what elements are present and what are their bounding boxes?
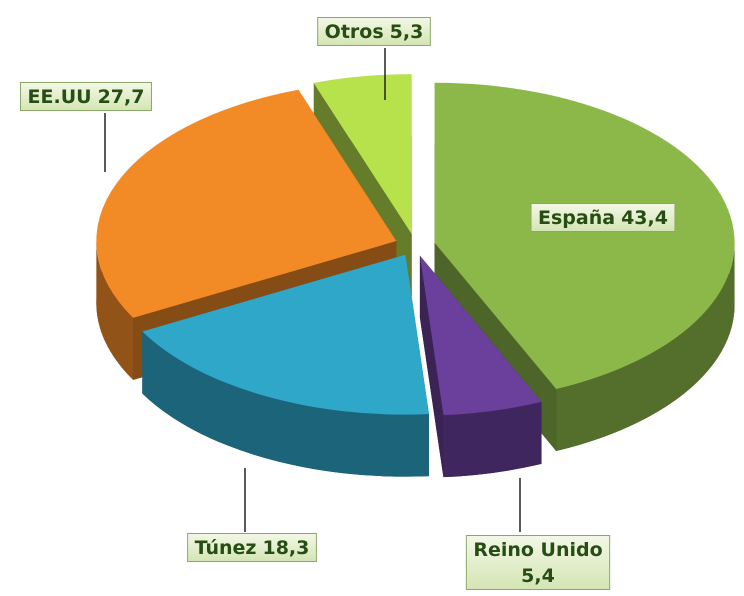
labels: España 43,4 Reino Unido 5,4 Túnez 18,3 EE.UU 27…	[20, 17, 676, 590]
slice-side	[556, 242, 735, 451]
data-label: Otros 5,3	[317, 17, 431, 46]
label-category: Otros	[325, 21, 384, 43]
slice	[434, 82, 735, 389]
slice	[96, 89, 397, 318]
label-category: Reino Unido	[473, 539, 602, 561]
label-text: Túnez 18,3	[195, 537, 310, 559]
label-value: 27,7	[98, 86, 145, 108]
slice-side	[96, 241, 134, 380]
label-text: España 43,4	[538, 207, 668, 229]
pie	[96, 74, 735, 478]
label-box	[187, 533, 317, 562]
slice-side	[142, 331, 429, 477]
label-value: 5,3	[390, 21, 424, 43]
label-category: Túnez	[195, 537, 257, 559]
label-value: 43,4	[621, 207, 668, 229]
label-value: 5,4	[521, 565, 555, 587]
label-text: EE.UU 27,7	[28, 86, 145, 108]
label-box	[317, 17, 431, 46]
label-box	[530, 203, 676, 232]
label-category: España	[538, 207, 615, 229]
slice	[313, 74, 412, 235]
slice-edge	[419, 255, 444, 478]
label-box	[20, 82, 152, 111]
label-box	[465, 535, 611, 590]
data-label: Reino Unido 5,4	[465, 535, 611, 590]
label-text: Reino Unido 5,4	[473, 539, 602, 587]
data-label: EE.UU 27,7	[20, 82, 152, 111]
data-label: Túnez 18,3	[187, 533, 317, 562]
slice	[142, 254, 429, 415]
label-value: 18,3	[262, 537, 309, 559]
slice	[419, 255, 542, 416]
label-text: Otros 5,3	[325, 21, 424, 43]
data-label: España 43,4	[530, 203, 676, 232]
slice-side	[443, 401, 542, 478]
label-category: EE.UU	[28, 86, 92, 108]
